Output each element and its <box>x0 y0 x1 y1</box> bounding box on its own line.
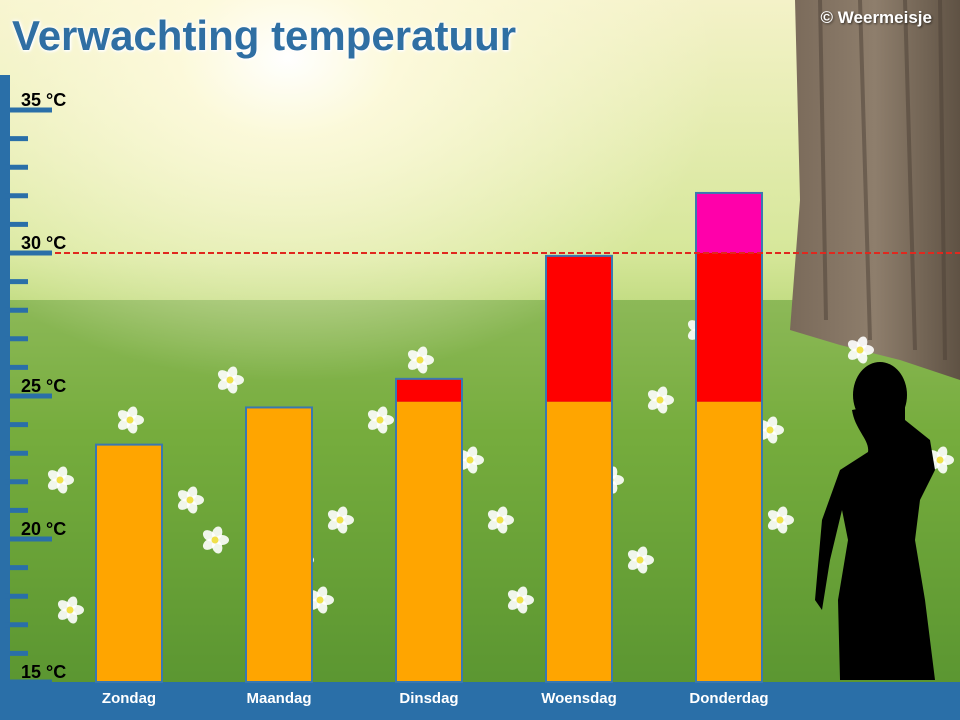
flower <box>57 596 84 624</box>
flower-center <box>186 496 194 504</box>
flower-center <box>416 356 424 364</box>
chart-title: Verwachting temperatuur <box>12 12 517 59</box>
flower-center <box>516 596 524 604</box>
bar-segment-warm <box>396 378 462 402</box>
bar-segment-hot <box>696 192 762 253</box>
bar-segment-base <box>396 401 462 682</box>
bar-dinsdag <box>395 377 463 683</box>
bar-segment-base <box>96 444 162 682</box>
flower-center <box>766 426 774 434</box>
flower <box>47 466 74 494</box>
flower <box>507 586 534 614</box>
flower-center <box>336 516 344 524</box>
bar-segment-base <box>246 407 312 682</box>
bar-maandag <box>245 406 313 683</box>
flower-center <box>226 376 234 384</box>
x-category-label: Maandag <box>246 690 311 707</box>
flower <box>177 486 204 514</box>
bar-segment-warm <box>696 253 762 402</box>
y-tick-label: 20 °C <box>21 519 66 539</box>
x-category-label: Woensdag <box>541 690 617 707</box>
flower-center <box>636 556 644 564</box>
category-labels: Zondag Maandag Dinsdag Woensdag Donderdag <box>102 690 769 707</box>
x-category-label: Dinsdag <box>399 690 458 707</box>
flower <box>847 336 874 364</box>
flower <box>202 526 229 554</box>
flower <box>767 506 794 534</box>
flower-center <box>936 456 944 464</box>
x-category-label: Zondag <box>102 690 156 707</box>
flower <box>487 506 514 534</box>
flower <box>407 346 434 374</box>
y-tick-label: 15 °C <box>21 662 66 682</box>
flower-center <box>376 416 384 424</box>
flower-center <box>126 416 134 424</box>
flower-center <box>466 456 474 464</box>
flower-center <box>316 596 324 604</box>
flower <box>367 406 394 434</box>
flower <box>327 506 354 534</box>
tree-trunk <box>790 0 960 380</box>
flower-center <box>66 606 74 614</box>
woman-silhouette-figure <box>815 362 935 680</box>
x-category-label: Donderdag <box>689 690 768 707</box>
flower <box>627 546 654 574</box>
copyright-notice: © Weermeisje <box>820 8 932 27</box>
bar-segment-base <box>546 401 612 682</box>
bar-zondag <box>95 443 163 683</box>
category-axis-band <box>0 682 960 720</box>
y-tick-label: 30 °C <box>21 233 66 253</box>
bars-group <box>95 191 763 684</box>
flower-center <box>496 516 504 524</box>
bar-woensdag <box>545 254 613 684</box>
y-axis-minor-ticks <box>5 107 52 685</box>
bar-segment-base <box>696 401 762 682</box>
flower-center <box>211 536 219 544</box>
flower-center <box>56 476 64 484</box>
flower <box>647 386 674 414</box>
y-tick-label: 35 °C <box>21 90 66 110</box>
y-tick-label: 25 °C <box>21 376 66 396</box>
bar-segment-warm <box>546 255 612 402</box>
flower-center <box>656 396 664 404</box>
flower <box>117 406 144 434</box>
y-tick-labels: 15 °C 20 °C 25 °C 30 °C 35 °C <box>21 90 66 682</box>
bar-donderdag <box>695 191 763 683</box>
flower <box>217 366 244 394</box>
flower-center <box>856 346 864 354</box>
flower-center <box>776 516 784 524</box>
